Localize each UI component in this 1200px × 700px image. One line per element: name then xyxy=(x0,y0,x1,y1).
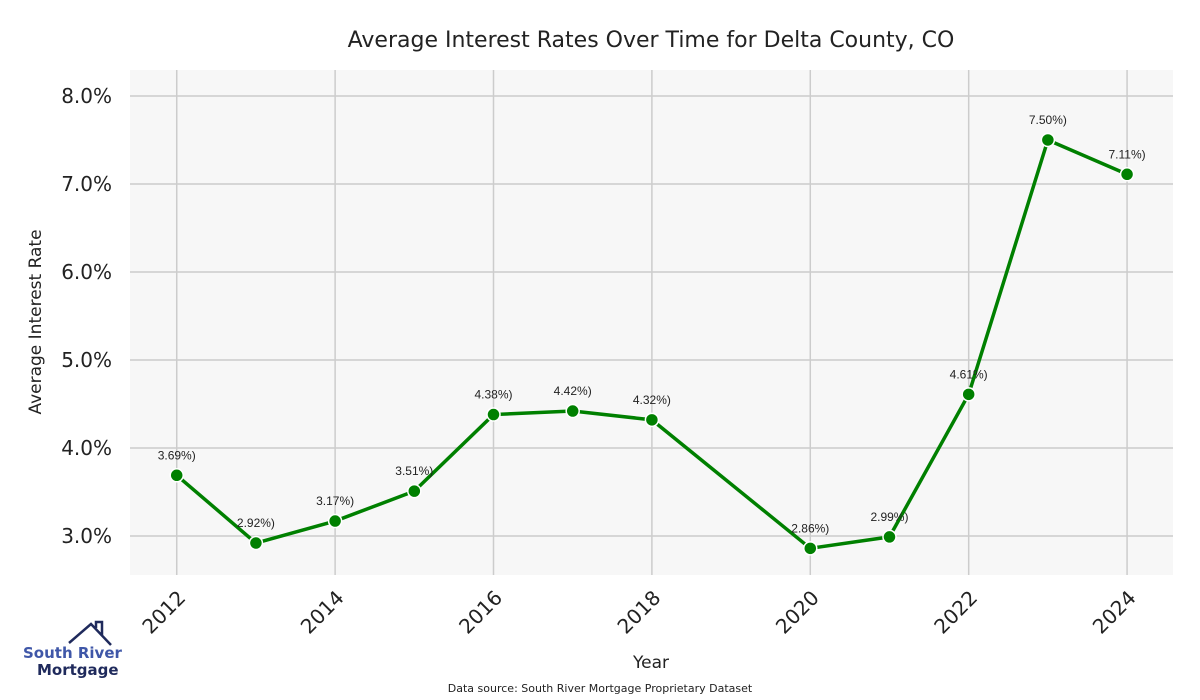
data-label: 4.61%) xyxy=(950,367,988,381)
x-tick-label: 2014 xyxy=(296,586,349,639)
data-point xyxy=(407,483,422,499)
logo-line1: South River xyxy=(23,644,123,662)
south-river-mortgage-logo: South River Mortgage xyxy=(23,620,123,679)
series-line xyxy=(175,137,1128,551)
data-label: 7.11%) xyxy=(1108,147,1145,161)
x-tick-label: 2022 xyxy=(929,586,982,639)
y-tick-label: 8.0% xyxy=(61,84,112,108)
x-axis-label: Year xyxy=(632,653,669,673)
data-point xyxy=(248,535,264,551)
data-point xyxy=(961,387,976,402)
y-tick-label: 4.0% xyxy=(61,436,112,460)
data-label: 2.86%) xyxy=(791,521,829,535)
y-tick-label: 6.0% xyxy=(61,260,112,284)
data-point xyxy=(1040,132,1056,148)
y-tick-label: 3.0% xyxy=(61,524,112,548)
data-label: 4.32%) xyxy=(633,393,671,407)
data-point xyxy=(644,412,660,428)
data-point xyxy=(327,513,343,529)
data-point xyxy=(169,468,184,483)
data-point xyxy=(565,403,580,419)
x-tick-label: 2024 xyxy=(1088,586,1141,639)
y-axis-label: Average Interest Rate xyxy=(26,229,46,414)
data-label: 4.42%) xyxy=(554,384,592,398)
data-label: 3.69%) xyxy=(158,448,196,462)
data-label: 4.38%) xyxy=(474,388,512,402)
x-tick-label: 2016 xyxy=(454,586,507,639)
data-label: 2.99%) xyxy=(870,510,908,524)
data-point xyxy=(486,407,501,422)
x-tick-label: 2012 xyxy=(137,586,190,639)
data-source-note: Data source: South River Mortgage Propri… xyxy=(448,682,753,695)
chart-title: Average Interest Rates Over Time for Del… xyxy=(348,28,955,53)
house-icon xyxy=(68,620,112,646)
data-label: 3.51%) xyxy=(395,464,433,478)
x-tick-label: 2018 xyxy=(612,586,665,639)
y-tick-label: 7.0% xyxy=(61,172,112,196)
data-label: 7.50%) xyxy=(1029,113,1067,127)
data-point xyxy=(803,541,818,556)
data-point xyxy=(882,529,897,545)
data-point xyxy=(1119,167,1135,182)
logo-line2: Mortgage xyxy=(37,661,119,679)
data-label: 2.92%) xyxy=(237,516,275,530)
x-tick-label: 2020 xyxy=(771,586,824,639)
data-label: 3.17%) xyxy=(316,494,354,508)
y-tick-label: 5.0% xyxy=(61,348,112,372)
